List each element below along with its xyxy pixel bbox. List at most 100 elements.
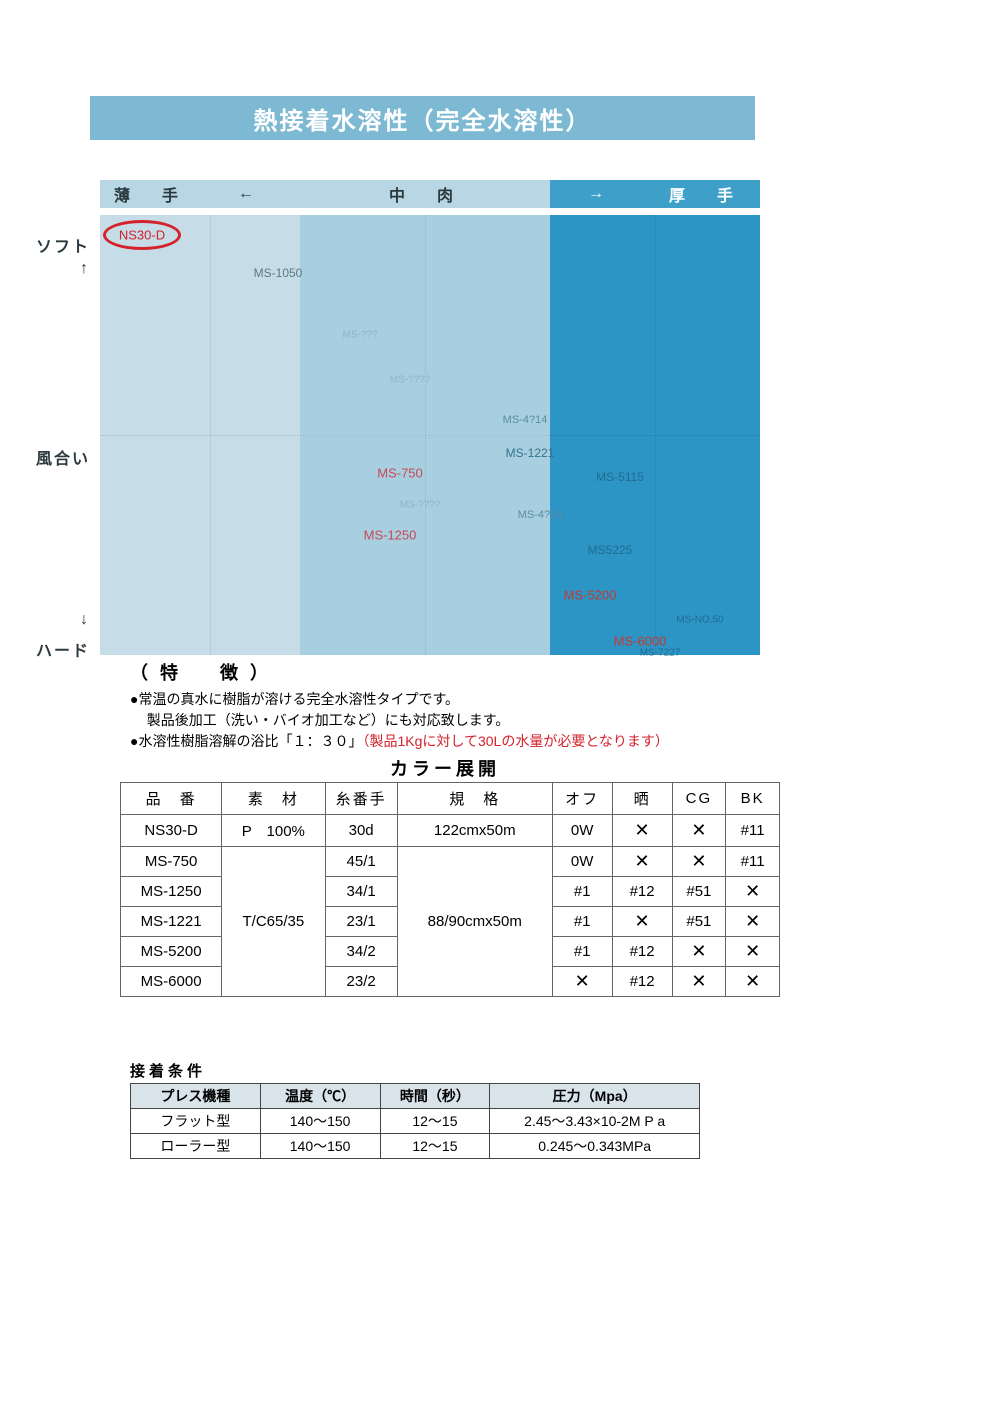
table-row: MS-750T/C65/3545/188/90cmx50m0W✕✕#11	[121, 847, 780, 877]
table-cell: 140～150	[260, 1109, 380, 1134]
table-cell: 0W	[552, 815, 612, 847]
x-mark-icon: ✕	[575, 971, 590, 991]
table-cell: 34/1	[325, 877, 397, 907]
table-header: 品 番	[121, 783, 222, 815]
x-axis-label: →	[550, 180, 650, 208]
table-cell: ✕	[612, 847, 672, 877]
x-mark-icon: ✕	[691, 820, 706, 840]
chart-point: MS-7227	[640, 648, 681, 659]
table-cell: ✕	[726, 877, 780, 907]
table-cell: #51	[672, 907, 726, 937]
table-cell: ✕	[672, 937, 726, 967]
y-axis-label: ハード	[30, 637, 90, 661]
table-header: プレス機種	[131, 1084, 261, 1109]
feature-line-1: ●常温の真水に樹脂が溶ける完全水溶性タイプです。	[130, 689, 760, 710]
x-mark-icon: ✕	[745, 881, 760, 901]
table-cell: 0W	[552, 847, 612, 877]
x-axis-label: 薄 手	[100, 180, 200, 208]
table-cell: ✕	[726, 967, 780, 997]
title-banner: 熱接着水溶性（完全水溶性）	[90, 96, 755, 140]
table-cell: 23/1	[325, 907, 397, 937]
grid-line-h	[100, 435, 550, 436]
table-cell: 140～150	[260, 1134, 380, 1159]
feature-line-3: ●水溶性樹脂溶解の浴比「１：３０」（製品1Kgに対して30Lの水量が必要となりま…	[130, 731, 760, 752]
table-cell: #1	[552, 907, 612, 937]
table-header: 素 材	[222, 783, 325, 815]
table-cell: P 100%	[222, 815, 325, 847]
feature-line-3a: ●水溶性樹脂溶解の浴比「１：３０」	[130, 733, 362, 749]
features-heading: （特 徴）	[130, 660, 760, 687]
chart-point: MS-1221	[506, 446, 555, 460]
table-cell: #11	[726, 815, 780, 847]
table-header: 糸番手	[325, 783, 397, 815]
table-cell: #12	[612, 937, 672, 967]
chart-point: MS-5200	[564, 588, 617, 603]
x-mark-icon: ✕	[691, 971, 706, 991]
x-mark-icon: ✕	[635, 820, 650, 840]
table-cell: #51	[672, 877, 726, 907]
table-cell: ✕	[726, 937, 780, 967]
table-cell: ✕	[726, 907, 780, 937]
table-cell: #1	[552, 937, 612, 967]
color-table: 品 番素 材糸番手規 格オフ晒CGBKNS30-DP 100%30d122cmx…	[120, 782, 780, 997]
table-row: ローラー型140～15012～150.245～0.343MPa	[131, 1134, 700, 1159]
x-mark-icon: ✕	[635, 851, 650, 871]
table-cell: 45/1	[325, 847, 397, 877]
table-cell: T/C65/35	[222, 847, 325, 997]
y-axis-label: 風合い	[30, 445, 90, 469]
chart-point: MS-6000	[614, 634, 667, 649]
plot-area: NS30-DMS-1050MS-???MS-????MS-4?14MS-1221…	[100, 215, 760, 655]
table-header: 時間（秒）	[380, 1084, 490, 1109]
grid-line-h	[550, 435, 760, 436]
chart-point: MS-750	[377, 466, 423, 481]
x-axis: 薄 手←中 肉→厚 手	[100, 180, 760, 208]
table-header: CG	[672, 783, 726, 815]
chart-point: MS-????	[400, 500, 441, 511]
y-axis: ソフト↑風合い↓ハード	[30, 215, 90, 655]
table-cell: ✕	[612, 815, 672, 847]
chart-point: MS-4?24	[518, 509, 563, 521]
table-cell: ローラー型	[131, 1134, 261, 1159]
table-cell: ✕	[552, 967, 612, 997]
table-cell: 122cmx50m	[397, 815, 552, 847]
table-cell: 2.45～3.43×10-2M P a	[490, 1109, 700, 1134]
x-mark-icon: ✕	[745, 971, 760, 991]
table-header: BK	[726, 783, 780, 815]
table-cell: 23/2	[325, 967, 397, 997]
table-cell: #1	[552, 877, 612, 907]
x-mark-icon: ✕	[745, 911, 760, 931]
chart-point: MS-NO.50	[676, 615, 723, 626]
table-cell: フラット型	[131, 1109, 261, 1134]
table-header: 圧力（Mpa）	[490, 1084, 700, 1109]
table-cell: ✕	[672, 967, 726, 997]
y-axis-label: ↓	[30, 611, 90, 629]
table-header: 規 格	[397, 783, 552, 815]
x-mark-icon: ✕	[691, 941, 706, 961]
color-table-title: カラー展開	[130, 756, 760, 783]
table-cell: #12	[612, 877, 672, 907]
x-axis-label: 中 肉	[300, 180, 550, 208]
table-cell: #12	[612, 967, 672, 997]
table-header: オフ	[552, 783, 612, 815]
bond-table: プレス機種温度（℃）時間（秒）圧力（Mpa）フラット型140～15012～152…	[130, 1083, 700, 1159]
table-cell: #11	[726, 847, 780, 877]
table-cell: 0.245～0.343MPa	[490, 1134, 700, 1159]
chart-point: MS-5115	[596, 470, 644, 484]
table-cell: 88/90cmx50m	[397, 847, 552, 997]
table-row: NS30-DP 100%30d122cmx50m0W✕✕#11	[121, 815, 780, 847]
table-cell: 34/2	[325, 937, 397, 967]
table-row: フラット型140～15012～152.45～3.43×10-2M P a	[131, 1109, 700, 1134]
chart-point: MS-????	[390, 375, 431, 386]
table-cell: ✕	[672, 847, 726, 877]
feature-line-3b: （製品1Kgに対して30Lの水量が必要となります）	[362, 733, 668, 749]
product-chart: 薄 手←中 肉→厚 手 ソフト↑風合い↓ハード NS30-DMS-1050MS-…	[30, 180, 760, 655]
x-mark-icon: ✕	[745, 941, 760, 961]
x-mark-icon: ✕	[691, 851, 706, 871]
bond-section: 接着条件 プレス機種温度（℃）時間（秒）圧力（Mpa）フラット型140～1501…	[130, 1060, 700, 1159]
table-cell: MS-750	[121, 847, 222, 877]
bond-table-title: 接着条件	[130, 1060, 700, 1081]
table-cell: MS-5200	[121, 937, 222, 967]
table-cell: 12～15	[380, 1134, 490, 1159]
chart-point: MS-1250	[364, 528, 417, 543]
table-cell: MS-1221	[121, 907, 222, 937]
